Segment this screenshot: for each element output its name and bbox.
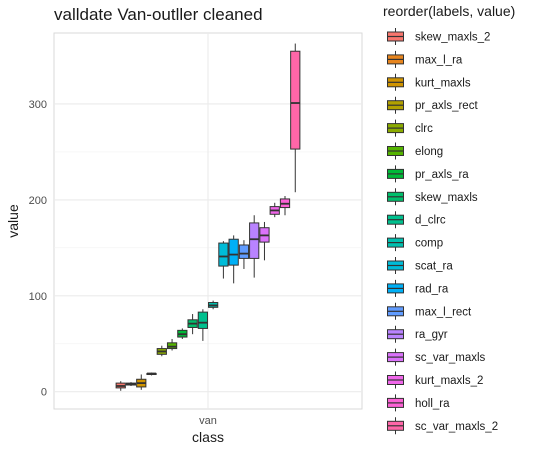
legend-item-d_clrc: d_clrc <box>387 211 446 229</box>
legend-label: sc_var_maxls <box>415 352 486 364</box>
legend-label: max_l_rect <box>415 306 472 318</box>
legend-item-holl_ra: holl_ra <box>387 394 450 412</box>
legend-label: kurt_maxls_2 <box>415 375 483 387</box>
legend-item-skew_maxls: skew_maxls <box>387 188 478 206</box>
legend-item-sc_var_maxls_2: sc_var_maxls_2 <box>387 417 498 435</box>
x-axis: van <box>199 415 217 427</box>
y-tick-label: 200 <box>29 195 47 207</box>
legend-item-max_l_ra: max_l_ra <box>387 50 463 68</box>
box-max_l_ra <box>125 382 137 386</box>
box-pr_axls_ra <box>177 328 188 339</box>
x-axis-title: class <box>192 429 224 445</box>
legend-item-max_l_rect: max_l_rect <box>387 302 472 320</box>
box-sc_var_maxls <box>259 221 270 261</box>
box-skew_maxls_2 <box>115 381 126 391</box>
y-tick-label: 0 <box>41 387 47 399</box>
legend-label: sc_var_maxls_2 <box>415 421 498 433</box>
legend-item-comp: comp <box>387 234 443 252</box>
box-iqr <box>218 242 229 267</box>
box-pr_axls_rect <box>146 372 157 376</box>
y-axis: 0 100 200 300 <box>29 99 47 399</box>
y-axis-title: value <box>5 204 21 238</box>
grid-lines <box>54 33 362 409</box>
box-rad_ra <box>228 235 239 284</box>
legend-label: d_clrc <box>415 215 446 227</box>
legend-item-pr_axls_rect: pr_axls_rect <box>387 96 478 114</box>
box-kurt_maxls <box>136 374 147 390</box>
legend-label: holl_ra <box>415 398 450 410</box>
box-kurt_maxls_2 <box>269 202 280 218</box>
legend-label: pr_axls_rect <box>415 100 478 112</box>
legend: reorder(labels, value) skew_maxls_2 max_l… <box>383 3 515 435</box>
box-max_l_rect <box>238 240 250 269</box>
box-elong <box>166 338 178 351</box>
legend-item-clrc: clrc <box>387 119 433 137</box>
legend-item-scat_ra: scat_ra <box>387 257 453 274</box>
legend-label: pr_axls_ra <box>415 169 469 181</box>
legend-label: scat_ra <box>415 261 453 273</box>
box-iqr <box>166 342 178 350</box>
box-comp <box>208 300 219 310</box>
legend-label: ra_gyr <box>415 329 448 341</box>
x-tick-label: van <box>199 415 217 427</box>
box-iqr <box>228 238 239 266</box>
legend-label: skew_maxls <box>415 192 478 204</box>
legend-item-kurt_maxls_2: kurt_maxls_2 <box>387 371 483 389</box>
box-iqr <box>290 50 301 150</box>
legend-label: clrc <box>415 123 433 135</box>
legend-label: skew_maxls_2 <box>415 32 490 44</box>
box-ra_gyr <box>249 215 260 278</box>
y-tick-label: 100 <box>29 291 47 303</box>
legend-item-ra_gyr: ra_gyr <box>387 325 448 343</box>
legend-item-kurt_maxls: kurt_maxls <box>387 73 471 91</box>
box-clrc <box>156 345 167 357</box>
box-iqr <box>238 244 250 259</box>
legend-label: rad_ra <box>415 283 449 295</box>
legend-item-pr_axls_ra: pr_axls_ra <box>387 165 469 183</box>
y-tick-label: 300 <box>29 99 47 111</box>
legend-item-skew_maxls_2: skew_maxls_2 <box>387 28 490 45</box>
legend-item-elong: elong <box>387 142 443 160</box>
box-holl_ra <box>279 196 291 216</box>
legend-title: reorder(labels, value) <box>383 3 515 19</box>
legend-label: elong <box>415 146 443 158</box>
legend-label: kurt_maxls <box>415 77 471 89</box>
chart-title: valldate Van-outller cleaned <box>54 5 263 24</box>
legend-label: max_l_ra <box>415 54 463 66</box>
legend-label: comp <box>415 238 443 250</box>
box-iqr <box>197 311 208 329</box>
box-iqr <box>249 222 260 259</box>
box-scat_ra <box>218 241 229 279</box>
legend-item-sc_var_maxls: sc_var_maxls <box>387 348 486 366</box>
box-d_clrc <box>197 309 208 341</box>
box-skew_maxls <box>187 314 198 335</box>
legend-item-rad_ra: rad_ra <box>387 279 449 297</box>
box-sc_var_maxls_2 <box>290 43 301 193</box>
boxplot-series <box>115 43 301 391</box>
